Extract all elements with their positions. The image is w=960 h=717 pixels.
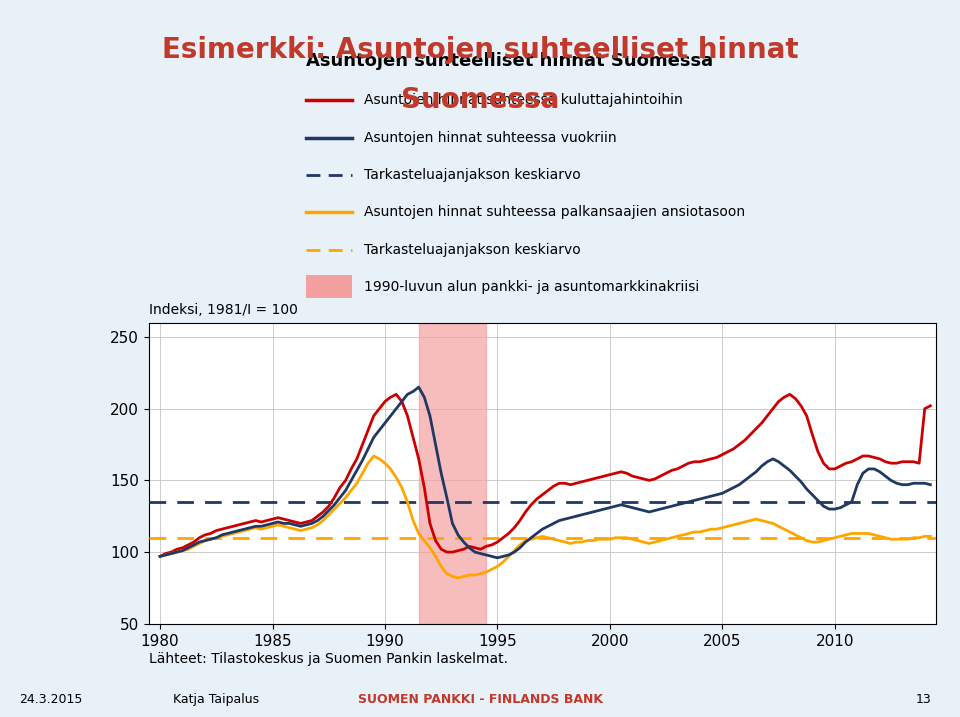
Text: Asuntojen hinnat suhteessa palkansaajien ansiotasoon: Asuntojen hinnat suhteessa palkansaajien…	[364, 205, 745, 219]
Text: Indeksi, 1981/I = 100: Indeksi, 1981/I = 100	[149, 303, 298, 317]
Text: Tarkasteluajanjakson keskiarvo: Tarkasteluajanjakson keskiarvo	[364, 168, 581, 182]
Text: Suomessa: Suomessa	[401, 86, 559, 114]
Text: 13: 13	[916, 693, 931, 706]
FancyBboxPatch shape	[306, 275, 352, 298]
Text: Lähteet: Tilastokeskus ja Suomen Pankin laskelmat.: Lähteet: Tilastokeskus ja Suomen Pankin …	[149, 652, 508, 667]
Text: Asuntojen suhteelliset hinnat Suomessa: Asuntojen suhteelliset hinnat Suomessa	[306, 52, 713, 70]
Text: Esimerkki: Asuntojen suhteelliset hinnat: Esimerkki: Asuntojen suhteelliset hinnat	[161, 36, 799, 64]
Bar	[419, 323, 486, 624]
Text: Asuntojen hinnat suhteessa vuokriin: Asuntojen hinnat suhteessa vuokriin	[364, 130, 617, 145]
Text: SUOMEN PANKKI - FINLANDS BANK: SUOMEN PANKKI - FINLANDS BANK	[357, 693, 603, 706]
Text: 1990-luvun alun pankki- ja asuntomarkkinakriisi: 1990-luvun alun pankki- ja asuntomarkkin…	[364, 280, 700, 294]
Text: Katja Taipalus: Katja Taipalus	[173, 693, 259, 706]
Text: Asuntojen hinnat suhteessa kuluttajahintoihin: Asuntojen hinnat suhteessa kuluttajahint…	[364, 93, 683, 108]
Text: Tarkasteluajanjakson keskiarvo: Tarkasteluajanjakson keskiarvo	[364, 242, 581, 257]
Text: 24.3.2015: 24.3.2015	[19, 693, 83, 706]
